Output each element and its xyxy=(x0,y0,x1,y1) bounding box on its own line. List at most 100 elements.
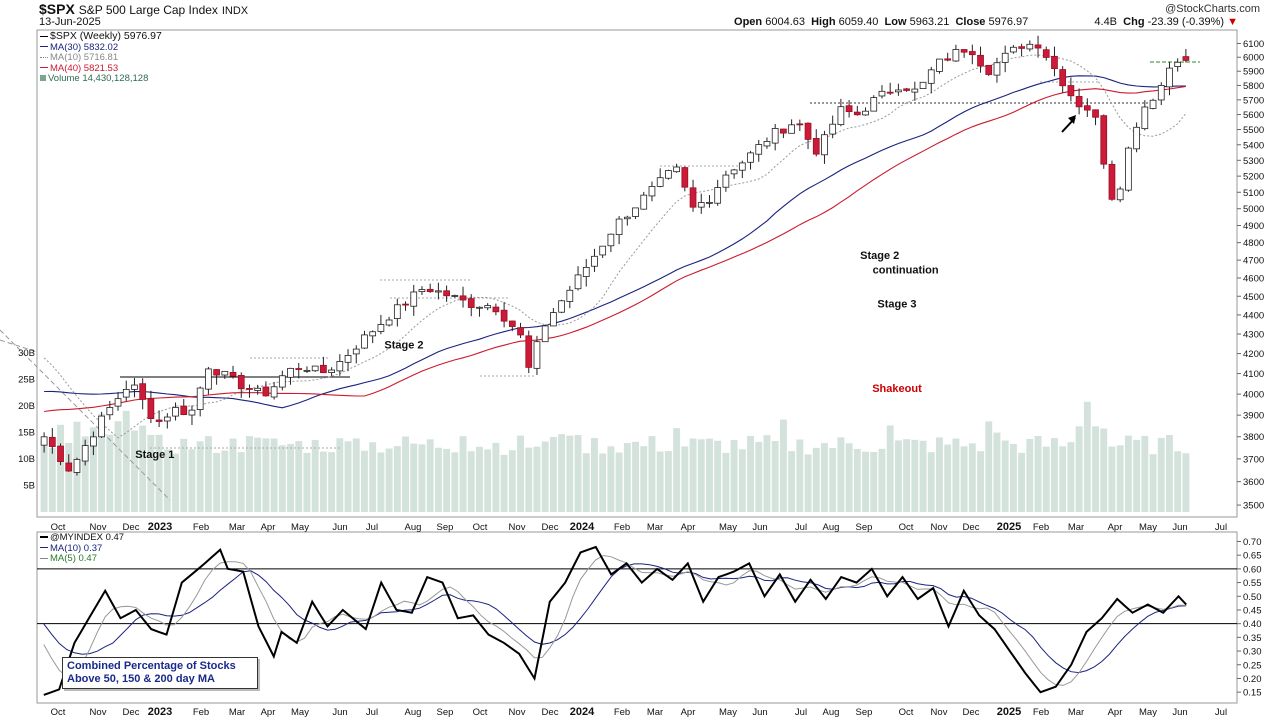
candle-body xyxy=(1108,163,1116,200)
ma10-lower-swatch-icon xyxy=(40,547,48,549)
volume-bar xyxy=(763,435,771,512)
candle-body xyxy=(591,255,598,267)
candle-body xyxy=(402,303,409,306)
candle-body xyxy=(780,128,787,134)
candle-body xyxy=(533,341,541,369)
volume-bar xyxy=(796,439,804,512)
watermark: @StockCharts.com xyxy=(1165,3,1260,15)
volume-bar xyxy=(919,440,927,512)
candle-body xyxy=(968,51,976,56)
volume-bar xyxy=(344,441,352,512)
volume-bar xyxy=(558,434,566,512)
date-tick-label: Apr xyxy=(261,522,276,533)
candle-body xyxy=(393,304,401,319)
volume-bar xyxy=(993,432,1001,512)
date-tick-label: Oct xyxy=(51,707,66,718)
candle-body xyxy=(722,174,730,188)
price-tick-label: 5500 xyxy=(1243,125,1264,136)
volume-bar xyxy=(1108,446,1116,512)
volume-bar xyxy=(821,443,828,512)
price-tick-label: 5100 xyxy=(1243,188,1264,199)
candle-body xyxy=(1018,46,1025,49)
volume-bar xyxy=(952,438,960,512)
price-tick-label: 5400 xyxy=(1243,140,1264,151)
volume-bar xyxy=(139,425,147,512)
candle-body xyxy=(172,407,179,417)
volume-bar xyxy=(533,446,541,512)
volume-bar xyxy=(968,443,976,512)
candle-body xyxy=(993,62,1001,76)
candle-body xyxy=(476,306,483,309)
date-tick-label: Oct xyxy=(473,707,488,718)
exchange: INDX xyxy=(221,5,249,17)
date-tick-label: Sep xyxy=(437,707,454,718)
date-tick-label: May xyxy=(291,707,309,718)
candle-body xyxy=(747,152,754,163)
downtrend-line-2 xyxy=(0,339,38,353)
candle-body xyxy=(936,58,943,72)
candle-body xyxy=(919,81,927,89)
candle-body xyxy=(706,201,713,204)
breadth-note-line1: Combined Percentage of Stocks xyxy=(67,660,236,672)
candle-body xyxy=(1174,61,1182,68)
candle-body xyxy=(730,169,738,175)
date-tick-label: Apr xyxy=(261,707,276,718)
volume-bar xyxy=(1042,446,1050,512)
candle-body xyxy=(213,369,220,376)
volume-bar xyxy=(1182,453,1190,512)
volume-bar xyxy=(549,437,557,512)
annotation-label: continuation xyxy=(873,264,939,276)
price-tick-label: 3600 xyxy=(1243,477,1264,488)
candle-body xyxy=(90,436,97,447)
volume-bar xyxy=(48,448,56,512)
volume-bar xyxy=(853,448,861,512)
volume-bar xyxy=(870,452,878,512)
candle-body xyxy=(98,415,105,438)
volume-bar xyxy=(328,452,336,512)
volume-bar xyxy=(410,443,418,512)
candle-body xyxy=(221,370,229,376)
date-tick-label: 2023 xyxy=(148,706,172,718)
volume-bar xyxy=(172,453,179,512)
volume-bar xyxy=(1133,439,1141,512)
candle-body xyxy=(508,320,516,327)
date-tick-label: Jul xyxy=(1215,707,1227,718)
volume-bar xyxy=(566,435,574,512)
candle-body xyxy=(804,122,812,140)
volume-bar xyxy=(1157,437,1165,512)
candle-body xyxy=(853,111,861,116)
candle-body xyxy=(237,375,245,390)
date-tick-label: Sep xyxy=(437,522,454,533)
candle-body xyxy=(673,166,680,173)
indicator-tick-label: 0.50 xyxy=(1243,592,1262,603)
low-label: Low xyxy=(884,16,907,28)
price-tick-label: 5700 xyxy=(1243,95,1264,106)
date-tick-label: Feb xyxy=(614,707,630,718)
close-label: Close xyxy=(955,16,986,28)
date-tick-label: Aug xyxy=(823,522,840,533)
candle-body xyxy=(763,141,771,147)
volume-bar xyxy=(336,438,344,512)
ohlc-summary: Open 6004.63 High 6059.40 Low 5963.21 Cl… xyxy=(734,16,1238,28)
candle-body xyxy=(1166,67,1173,88)
candle-body xyxy=(517,327,524,336)
candle-body xyxy=(1100,115,1108,165)
candle-body xyxy=(1059,69,1067,87)
candle-body xyxy=(599,245,607,256)
price-tick-label: 3500 xyxy=(1243,501,1264,512)
ma-line-ma40 xyxy=(44,85,1186,413)
volume-bar xyxy=(788,451,796,512)
candle-body xyxy=(73,459,81,473)
legend-price: $SPX (Weekly) 5976.97 xyxy=(40,31,162,43)
volume-bar xyxy=(196,441,204,512)
volume-bar xyxy=(1075,426,1083,512)
date-tick-label: Mar xyxy=(229,707,245,718)
volume-bar xyxy=(40,440,48,512)
volume-bar xyxy=(319,451,327,512)
volume-tick-label: 5B xyxy=(23,481,35,492)
volume-bars xyxy=(40,401,1190,512)
price-tick-label: 6100 xyxy=(1243,39,1264,50)
price-tick-label: 5000 xyxy=(1243,204,1264,215)
volume-bar xyxy=(1059,446,1067,512)
volume-bar xyxy=(1100,428,1108,512)
